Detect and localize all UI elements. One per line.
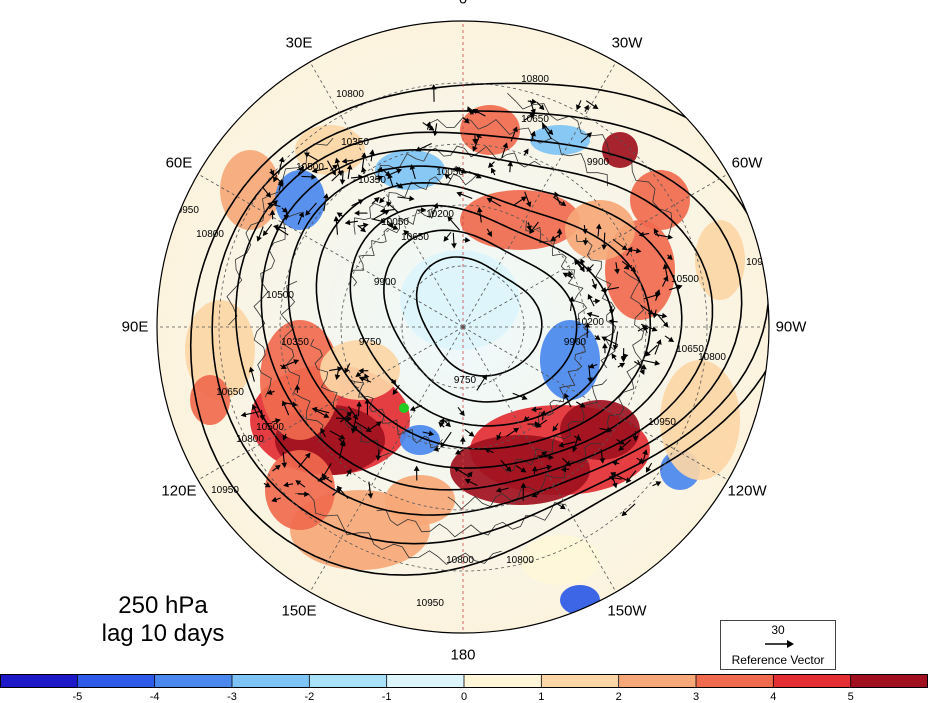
colorbar-swatch bbox=[464, 674, 542, 688]
contour-label: 10800 bbox=[698, 352, 726, 363]
colorbar-swatch bbox=[387, 674, 465, 688]
longitude-label: 90E bbox=[122, 319, 149, 336]
contour-label: 9900 bbox=[587, 157, 610, 168]
contour-label: 10800 bbox=[446, 555, 474, 566]
map-title: 250 hPa lag 10 days bbox=[98, 592, 228, 648]
contour-label: 10050 bbox=[381, 217, 409, 228]
contour-label: 10500 bbox=[256, 422, 284, 433]
contour-label: 10800 bbox=[336, 89, 364, 100]
reference-arrow-icon bbox=[763, 639, 795, 649]
contour-label: 10650 bbox=[216, 387, 244, 398]
colorbar-tick-label: 2 bbox=[616, 691, 622, 703]
contour-label: 10800 bbox=[521, 74, 549, 85]
anomaly-patch bbox=[560, 400, 640, 460]
contour-label: 9750 bbox=[454, 375, 477, 386]
colorbar-swatch bbox=[77, 674, 155, 688]
colorbar-tick-label: 4 bbox=[770, 691, 776, 703]
contour-label: 10650 bbox=[401, 232, 429, 243]
longitude-label: 0 bbox=[459, 0, 467, 8]
anomaly-patch bbox=[265, 450, 335, 530]
longitude-label: 30W bbox=[612, 34, 643, 51]
contour-label: 10950 bbox=[416, 598, 444, 609]
colorbar-tick-label: -3 bbox=[227, 691, 237, 703]
anomaly-patch bbox=[530, 125, 590, 155]
colorbar-swatch bbox=[232, 674, 310, 688]
colorbar-swatch bbox=[619, 674, 697, 688]
contour-label: 10650 bbox=[521, 114, 549, 125]
colorbar-swatch bbox=[155, 674, 233, 688]
highlight-point bbox=[399, 403, 409, 413]
colorbar-tick-label: -4 bbox=[150, 691, 160, 703]
contour-label: 10950 bbox=[211, 485, 239, 496]
contour-label: 10500 bbox=[671, 274, 699, 285]
contour-label: 10800 bbox=[506, 555, 534, 566]
anomaly-patch bbox=[560, 585, 600, 615]
contour-label: 10950 bbox=[171, 205, 199, 216]
colorbar-swatch bbox=[851, 674, 928, 688]
longitude-label: 120E bbox=[161, 483, 196, 500]
title-lag: lag 10 days bbox=[98, 620, 228, 648]
colorbar-tick-label: -5 bbox=[72, 691, 82, 703]
contour-label: 10800 bbox=[236, 434, 264, 445]
contour-label: 10500 bbox=[266, 290, 294, 301]
longitude-label: 150E bbox=[281, 603, 316, 620]
contour-label: 10950 bbox=[648, 417, 676, 428]
anomaly-patch bbox=[540, 320, 600, 400]
contour-label: 10800 bbox=[196, 229, 224, 240]
colorbar-swatch bbox=[309, 674, 387, 688]
contour-label: 10200 bbox=[576, 317, 604, 328]
longitude-label: 90W bbox=[776, 319, 807, 336]
contour-label: 10050 bbox=[436, 167, 464, 178]
contour-label: 9750 bbox=[359, 337, 382, 348]
contour-label: 10350 bbox=[358, 175, 386, 186]
contour-label: 10350 bbox=[341, 137, 369, 148]
colorbar-tick-label: 3 bbox=[693, 691, 699, 703]
longitude-label: 120W bbox=[727, 483, 766, 500]
contour-label: 10950 bbox=[746, 257, 774, 268]
longitude-label: 60E bbox=[166, 155, 193, 172]
contour-label: 10500 bbox=[296, 162, 324, 173]
reference-vector-box: 30 Reference Vector bbox=[720, 620, 836, 670]
anomaly-patch bbox=[400, 250, 520, 350]
longitude-label: 30E bbox=[286, 34, 313, 51]
longitude-label: 180 bbox=[450, 647, 475, 664]
longitude-label: 60W bbox=[732, 155, 763, 172]
title-level: 250 hPa bbox=[98, 592, 228, 620]
colorbar-tick-label: 5 bbox=[848, 691, 854, 703]
contour-label: 9900 bbox=[564, 337, 587, 348]
colorbar-tick-label: -1 bbox=[382, 691, 392, 703]
colorbar-swatch bbox=[0, 674, 78, 688]
reference-vector-label: Reference Vector bbox=[721, 653, 835, 667]
contour-label: 10350 bbox=[281, 337, 309, 348]
anomaly-patch bbox=[695, 220, 745, 300]
anomaly-patch bbox=[220, 150, 280, 230]
colorbar-swatch bbox=[696, 674, 774, 688]
colorbar-tick-label: 0 bbox=[461, 691, 467, 703]
colorbar-swatch bbox=[541, 674, 619, 688]
colorbar-swatch bbox=[773, 674, 851, 688]
colorbar-tick-label: -2 bbox=[304, 691, 314, 703]
colorbar-tick-label: 1 bbox=[538, 691, 544, 703]
reference-vector-value: 30 bbox=[721, 623, 835, 637]
contour-label: 9900 bbox=[374, 277, 397, 288]
contour-label: 10200 bbox=[426, 209, 454, 220]
longitude-label: 150W bbox=[607, 603, 646, 620]
anomaly-patch bbox=[460, 190, 580, 250]
